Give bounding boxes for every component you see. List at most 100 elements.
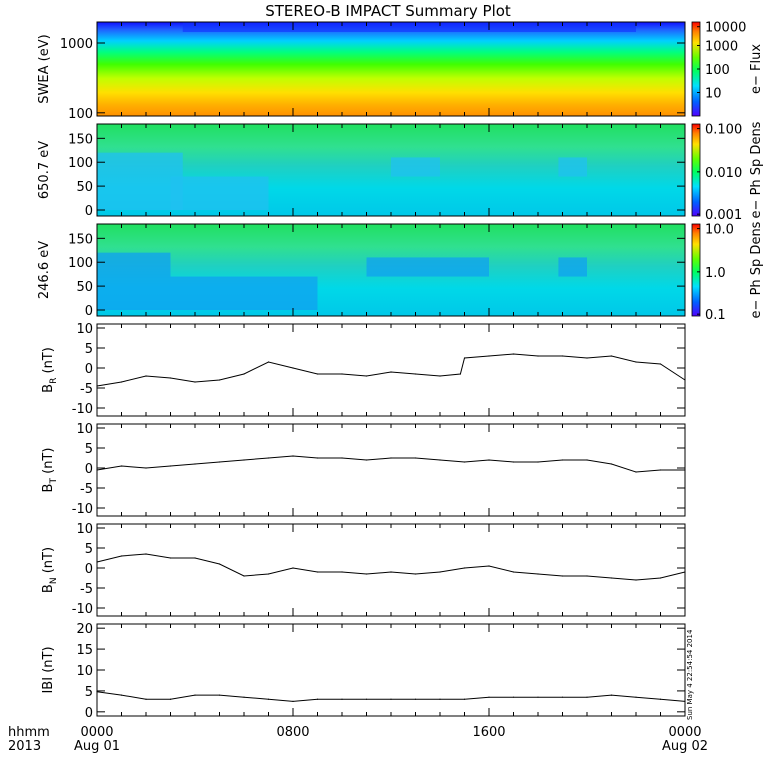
data-point [463, 357, 466, 359]
panel-pitch-2: 150 100 50 0 246.6 eV 10.0 1.0 0.1 e− Ph Sp Dens [37, 221, 764, 323]
data-point [684, 571, 686, 573]
data-point [561, 459, 564, 461]
y-tick-label: 100 [68, 156, 93, 171]
y-tick-label: 0 [85, 462, 93, 477]
data-point [341, 457, 343, 459]
colorbar [692, 124, 700, 216]
y-tick-label: 5 [85, 542, 93, 557]
data-point [659, 469, 662, 471]
panel-pitch-1: 150 100 50 0 650.7 eV 0.100 0.010 0.001 e− Ph Sp… [37, 121, 764, 223]
data-point [292, 567, 294, 569]
pitch-feature [170, 176, 269, 210]
y-tick-label: 0 [85, 204, 93, 219]
data-point [341, 698, 343, 700]
data-point [610, 355, 613, 357]
pitch-feature [558, 157, 587, 177]
data-point [341, 571, 343, 573]
plot-title: STEREO-B IMPACT Summary Plot [265, 2, 511, 20]
data-point [610, 463, 613, 465]
data-point [537, 696, 539, 698]
panel-line-5: 10 5 0 -5 -10 BN (nT) [41, 522, 686, 617]
data-point [243, 575, 245, 577]
y-tick-label: 100 [68, 107, 93, 122]
y-axis-label: BN (nT) [41, 547, 59, 593]
data-point [96, 561, 98, 563]
y-tick-label: 50 [76, 180, 93, 195]
pitch-feature [391, 157, 440, 177]
swea-highenergy-band [182, 22, 636, 32]
colorbar-frame [691, 123, 701, 217]
panel-swea: 1000 100 SWEA (eV) 10000 1000 100 10 e− Flux [37, 21, 764, 122]
colorbar-tick-label: 0.1 [705, 308, 726, 323]
x-tick-label: 0000 [668, 725, 701, 740]
colorbar [692, 224, 700, 316]
panel-line-6: 20 15 10 5 0 IBI (nT) [41, 622, 686, 721]
data-point [586, 357, 588, 359]
data-point [267, 573, 270, 575]
data-point [120, 555, 123, 557]
colorbar-tick-label: 10 [705, 87, 722, 102]
data-point [365, 698, 368, 700]
data-point [316, 698, 319, 700]
y-tick-label: 0 [85, 304, 93, 319]
data-point [488, 355, 490, 357]
y-tick-label: 5 [85, 342, 93, 357]
y-tick-label: 0 [85, 706, 93, 721]
data-point [365, 459, 368, 461]
data-point [169, 557, 172, 559]
data-point [463, 567, 466, 569]
data-point [659, 363, 662, 365]
data-point [512, 461, 515, 463]
data-point [169, 465, 172, 467]
y-axis-label: BT (nT) [41, 448, 59, 493]
y-tick-label: 5 [85, 442, 93, 457]
colorbar-tick-label: 1.0 [705, 266, 726, 281]
pitch-feature [558, 257, 587, 277]
data-point [120, 381, 123, 383]
x-year-label: 2013 [8, 739, 41, 754]
data-point [610, 694, 613, 696]
panel-line-4: 10 5 0 -5 -10 BT (nT) [41, 422, 686, 517]
data-point [586, 459, 588, 461]
data-point [145, 553, 147, 555]
data-point [488, 459, 490, 461]
data-point [292, 455, 294, 457]
y-tick-label: -10 [72, 502, 93, 517]
colorbar-tick-label: 0.001 [705, 208, 742, 223]
y-tick-label: 0 [85, 362, 93, 377]
colorbar-tick-label: 10000 [705, 21, 746, 36]
data-point [635, 696, 637, 698]
data-point [459, 373, 462, 375]
data-point [145, 698, 147, 700]
data-point [169, 698, 172, 700]
data-point [512, 353, 515, 355]
data-point [169, 377, 172, 379]
data-point [439, 375, 441, 377]
pitch-feature [366, 257, 489, 277]
x-row-label: hhmm [8, 725, 50, 740]
data-point [414, 698, 417, 700]
x-date-label: Aug 01 [74, 739, 120, 754]
colorbar-tick-label: 10.0 [705, 223, 734, 238]
colorbar [692, 22, 700, 116]
colorbar-label: e− Flux [749, 44, 764, 94]
data-point [96, 385, 98, 387]
data-point [439, 571, 441, 573]
data-point [218, 563, 221, 565]
data-point [439, 698, 441, 700]
panel-frame [96, 623, 686, 717]
data-point [390, 457, 392, 459]
data-point [488, 696, 490, 698]
y-tick-label: -5 [80, 582, 93, 597]
y-tick-label: 10 [76, 522, 93, 537]
data-point [684, 469, 686, 471]
data-point [561, 696, 564, 698]
data-point [316, 373, 319, 375]
data-point [316, 571, 319, 573]
data-point [512, 571, 515, 573]
x-tick-label: 0000 [80, 725, 113, 740]
y-tick-label: 50 [76, 280, 93, 295]
